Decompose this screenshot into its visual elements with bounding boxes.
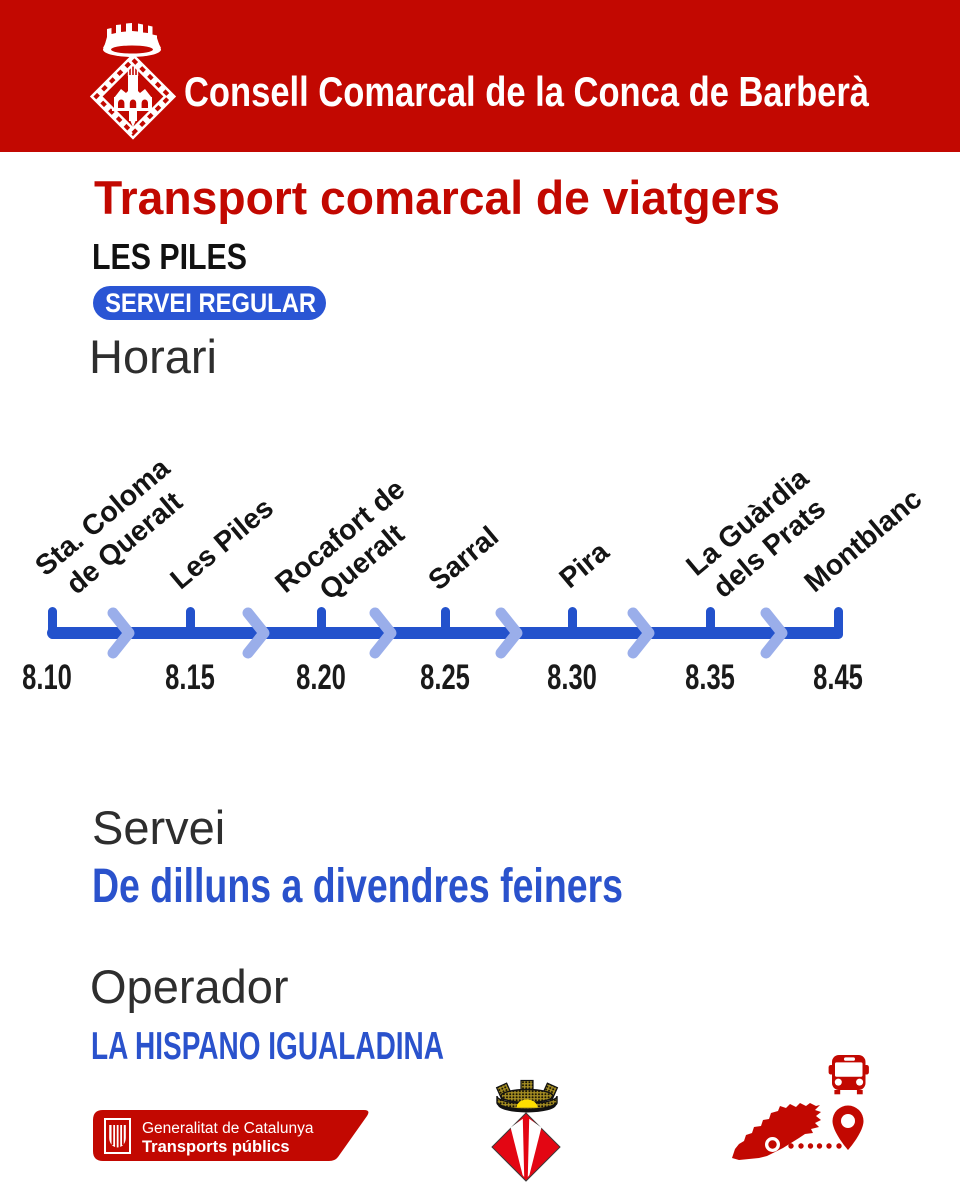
svg-text:Generalitat de Catalunya: Generalitat de Catalunya bbox=[142, 1120, 314, 1137]
svg-text:Transports públics: Transports públics bbox=[142, 1138, 290, 1156]
